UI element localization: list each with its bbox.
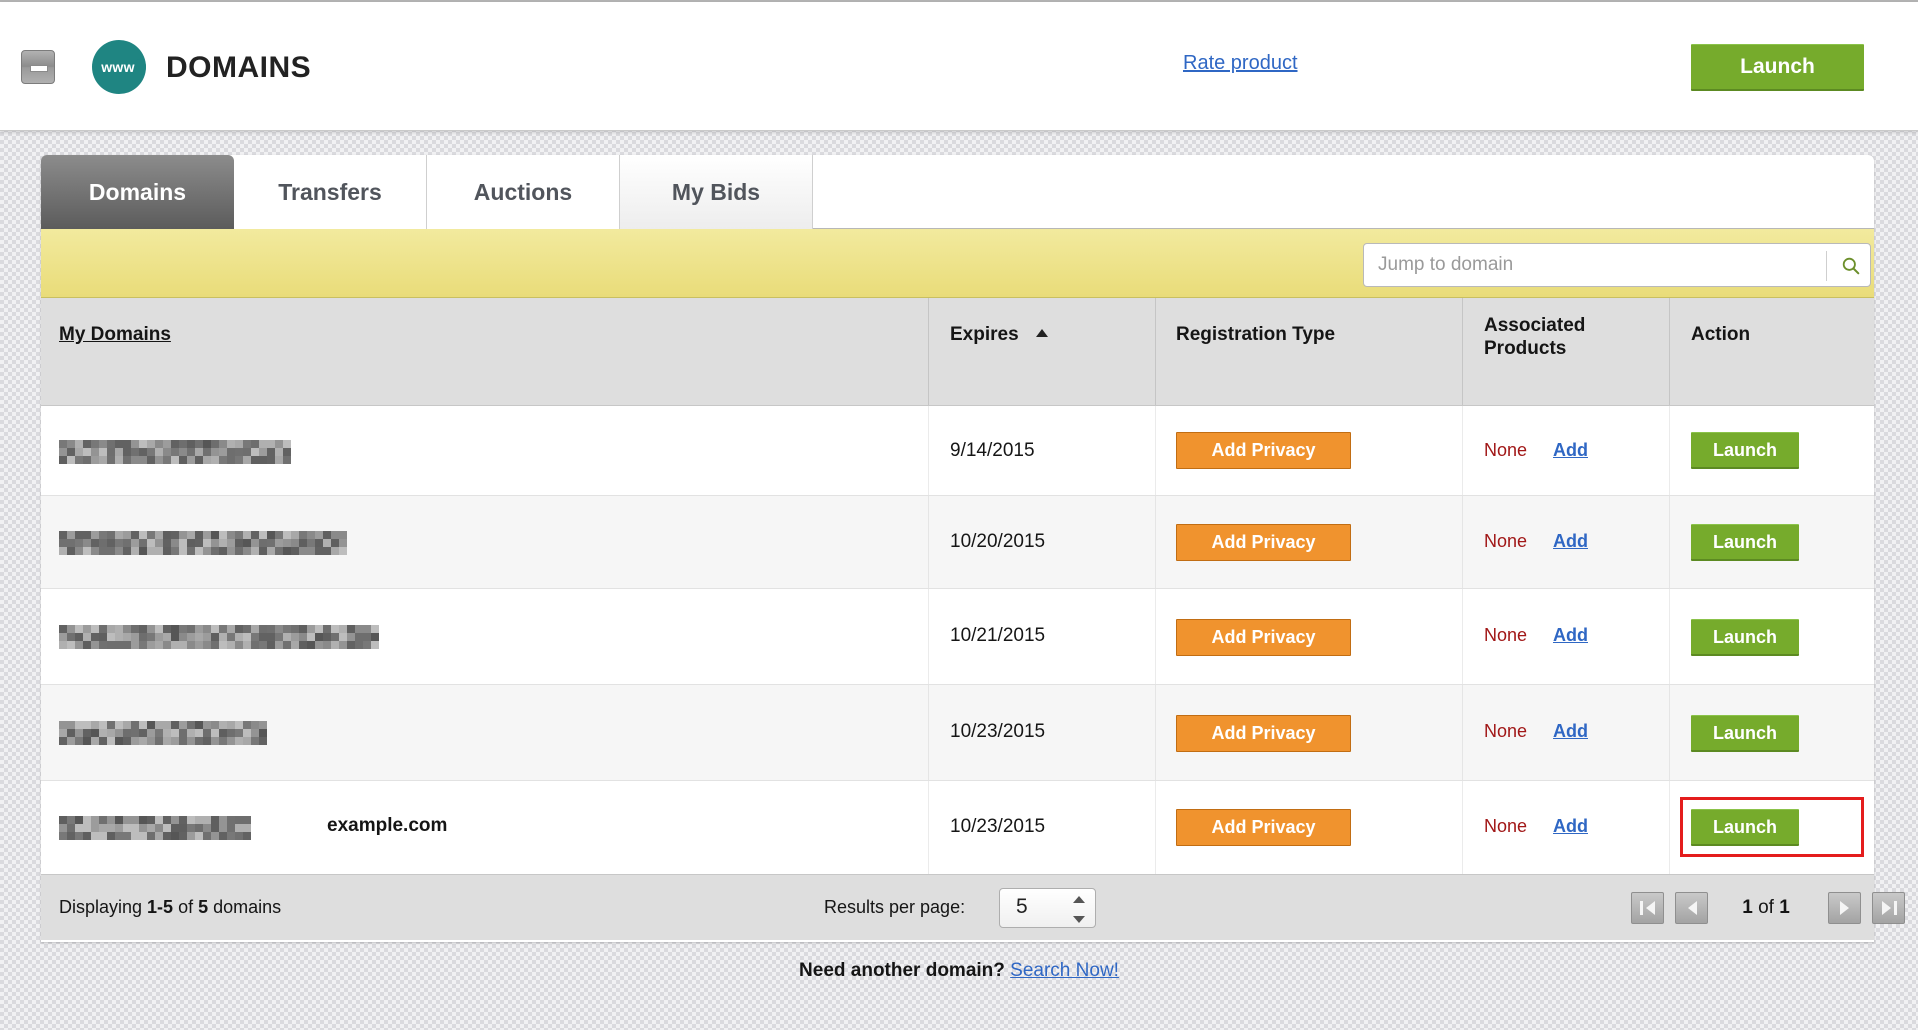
svg-text:www: www xyxy=(100,59,135,75)
